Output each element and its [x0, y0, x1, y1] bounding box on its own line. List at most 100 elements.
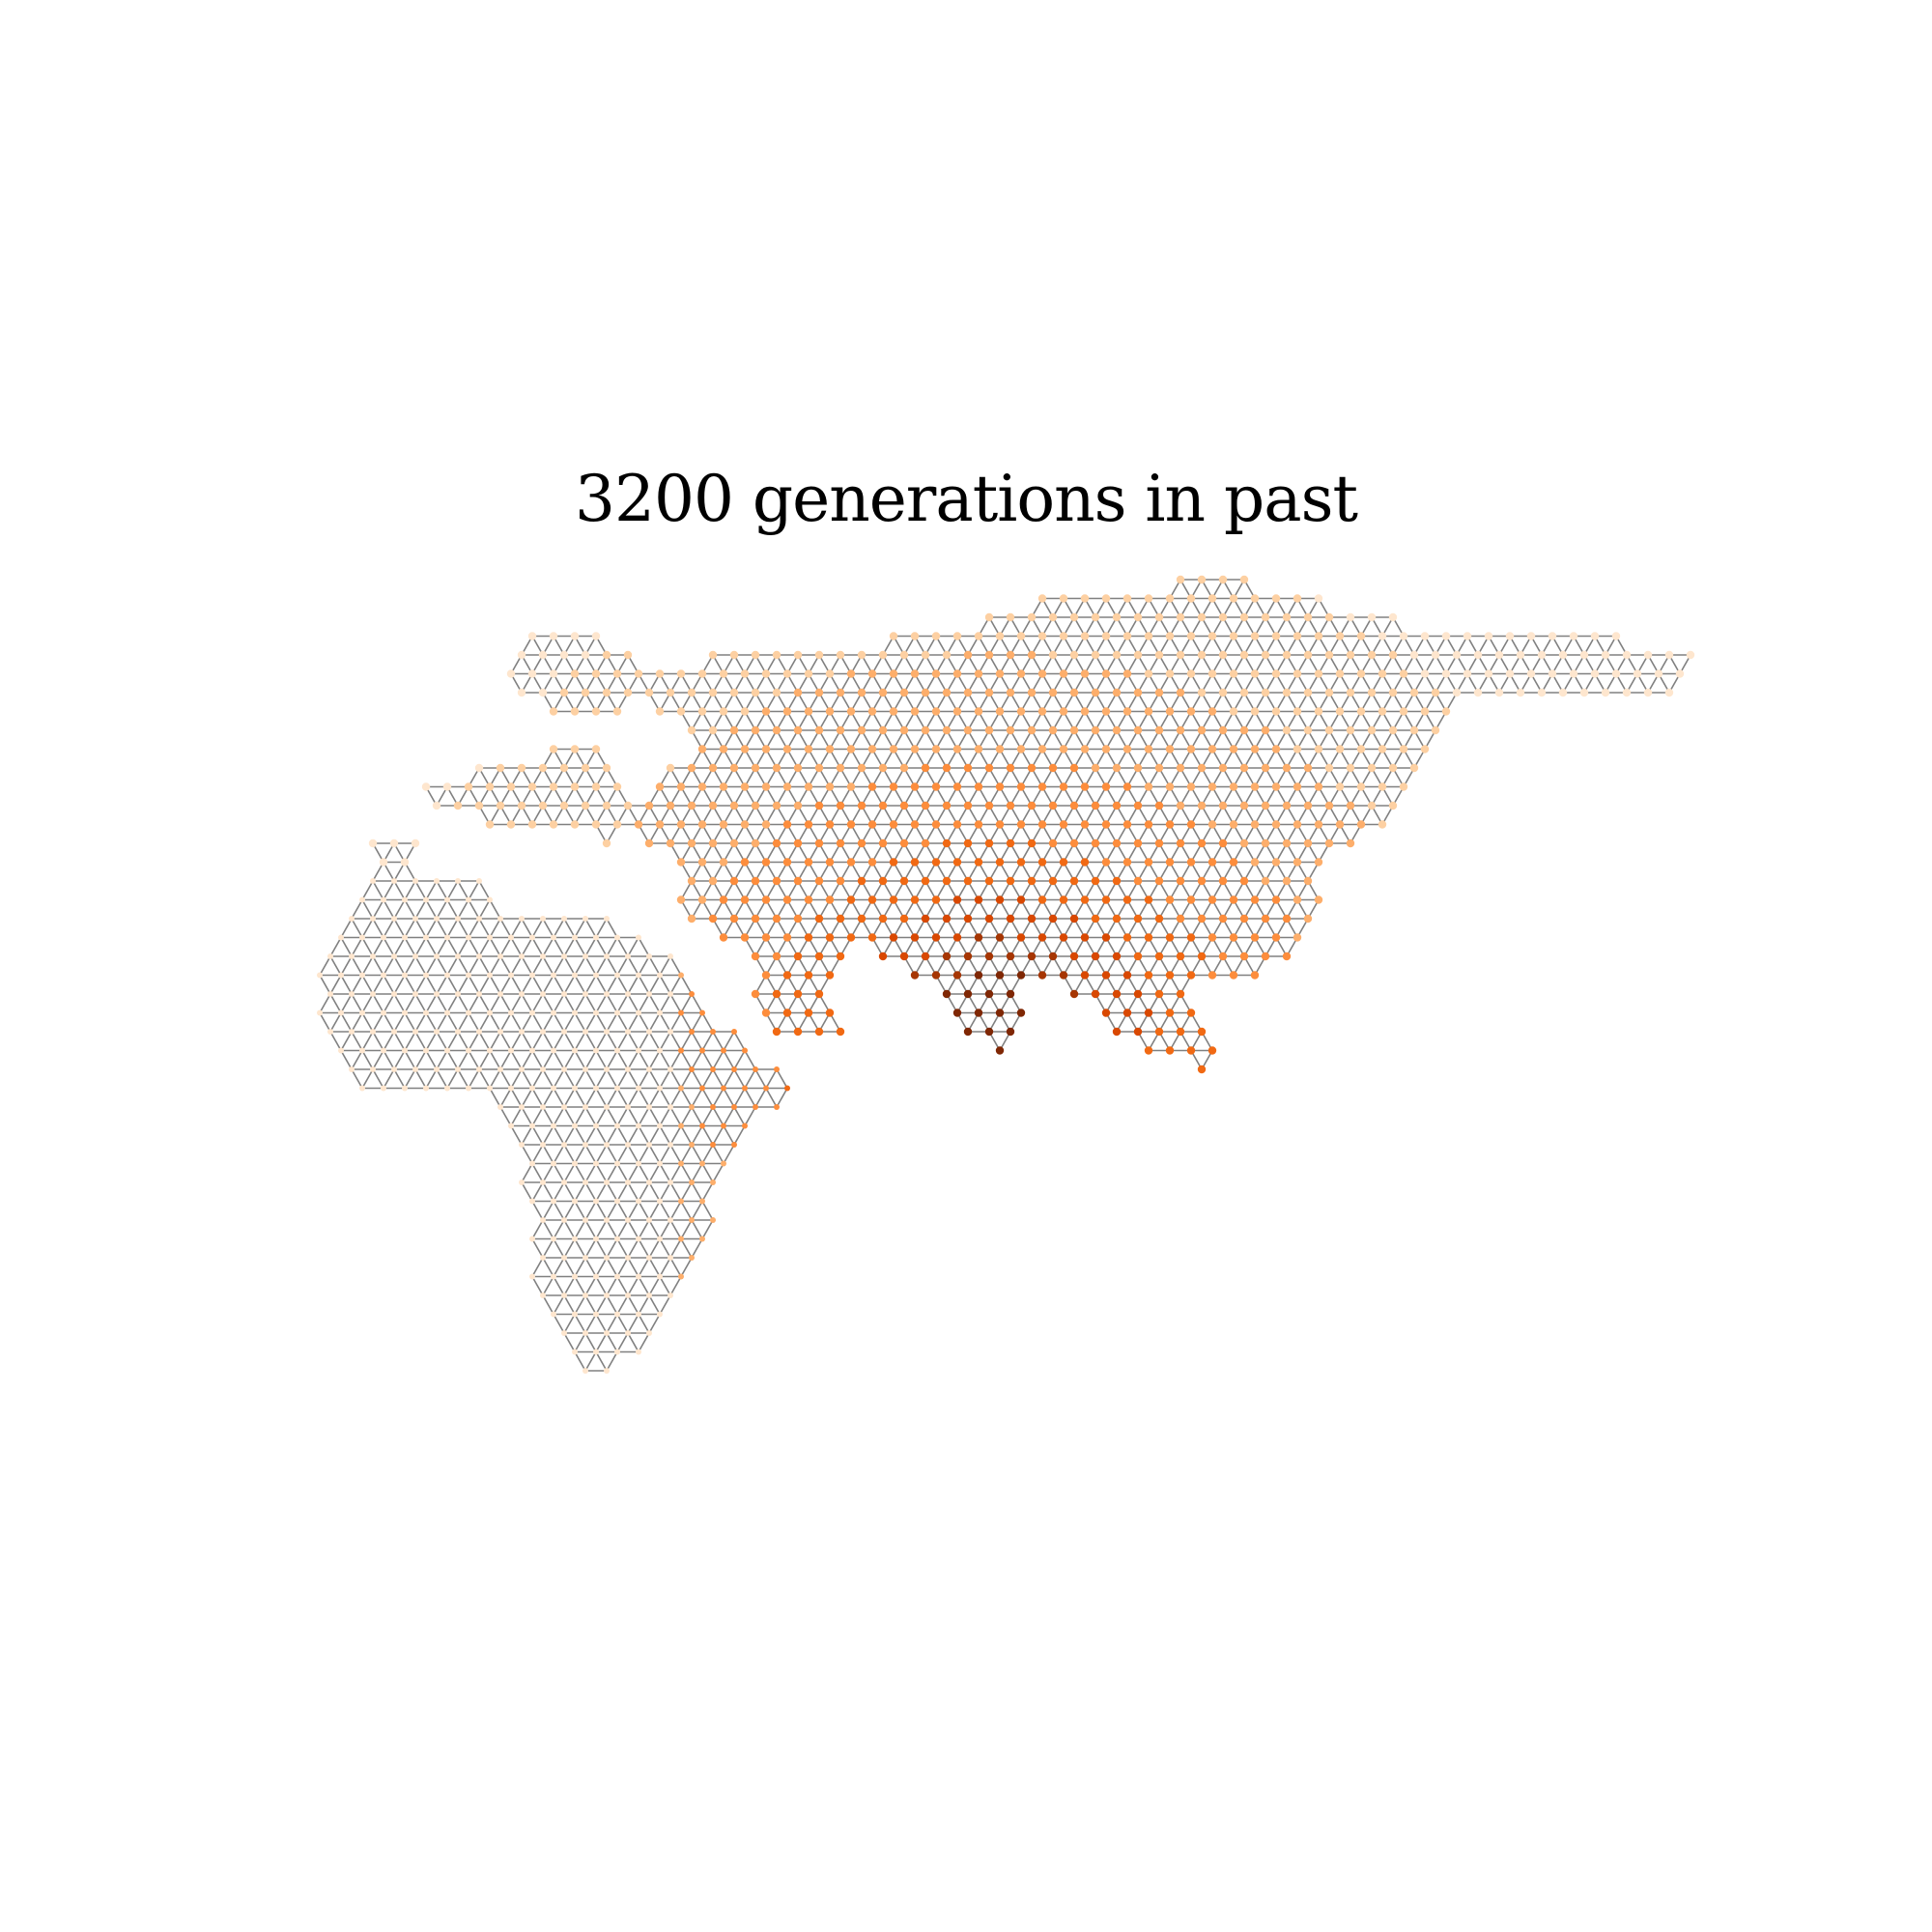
- deme-node: [1229, 707, 1238, 716]
- deme-node: [412, 1066, 418, 1072]
- deme-edge: [351, 1012, 363, 1033]
- deme-edge: [616, 993, 629, 1013]
- deme-edge: [404, 937, 416, 957]
- deme-node: [1239, 688, 1249, 697]
- deme-edge: [468, 899, 480, 920]
- deme-edge: [584, 1068, 597, 1089]
- deme-edge: [542, 1219, 554, 1239]
- deme-node: [1282, 725, 1292, 735]
- deme-node: [1271, 820, 1281, 829]
- deme-node: [729, 763, 739, 773]
- deme-edge: [372, 1068, 384, 1089]
- deme-edge: [372, 993, 384, 1013]
- deme-edge: [669, 1106, 682, 1126]
- deme-node: [551, 1236, 556, 1242]
- deme-node: [561, 1330, 567, 1336]
- deme-edge: [531, 1181, 544, 1202]
- deme-edge: [457, 918, 469, 938]
- deme-node: [878, 688, 888, 697]
- deme-edge: [468, 1050, 480, 1070]
- deme-node: [676, 669, 686, 678]
- deme-node: [476, 953, 482, 959]
- deme-node: [1218, 725, 1228, 735]
- deme-node: [559, 801, 569, 810]
- deme-node: [1643, 688, 1653, 697]
- deme-node: [1112, 989, 1122, 999]
- deme-edge: [669, 1068, 682, 1089]
- deme-node: [1558, 650, 1568, 660]
- deme-node: [349, 991, 355, 997]
- deme-node: [529, 1236, 535, 1242]
- deme-edge: [669, 1050, 682, 1070]
- deme-edge: [691, 1031, 703, 1051]
- deme-node: [370, 991, 376, 997]
- deme-node: [719, 858, 728, 867]
- deme-edge: [414, 937, 427, 957]
- deme-node: [952, 820, 962, 829]
- deme-edge: [553, 1050, 565, 1070]
- deme-node: [582, 916, 588, 922]
- deme-node: [549, 745, 558, 753]
- deme-node: [1431, 650, 1440, 660]
- deme-edge: [361, 955, 374, 976]
- deme-node: [1484, 669, 1493, 678]
- deme-node: [1420, 632, 1430, 640]
- deme-node: [846, 782, 856, 791]
- deme-node: [1664, 688, 1674, 697]
- deme-edge: [563, 1144, 576, 1164]
- deme-node: [910, 820, 920, 829]
- deme-node: [1441, 632, 1451, 640]
- deme-edge: [638, 1125, 650, 1146]
- deme-node: [921, 801, 930, 810]
- deme-node: [561, 953, 567, 959]
- deme-node: [1356, 632, 1366, 640]
- deme-node: [1367, 763, 1377, 773]
- deme-edge: [616, 1088, 629, 1108]
- deme-node: [1229, 594, 1238, 603]
- deme-node: [338, 1009, 344, 1016]
- deme-node: [612, 707, 622, 716]
- deme-edge: [648, 1314, 661, 1334]
- deme-node: [1261, 952, 1270, 961]
- deme-node: [593, 1047, 599, 1054]
- deme-node: [561, 1293, 567, 1298]
- deme-node: [1133, 952, 1143, 961]
- deme-node: [772, 688, 781, 697]
- deme-node: [1112, 914, 1122, 923]
- deme-node: [772, 725, 781, 735]
- deme-node: [931, 971, 941, 980]
- deme-node: [1208, 669, 1217, 678]
- deme-node: [1303, 688, 1313, 697]
- deme-node: [687, 876, 696, 886]
- deme-edge: [468, 955, 480, 976]
- deme-edge: [425, 918, 438, 938]
- deme-node: [1154, 989, 1164, 999]
- deme-edge: [659, 1088, 671, 1108]
- deme-edge: [521, 1068, 533, 1089]
- deme-node: [1133, 725, 1143, 735]
- deme-node: [572, 1349, 578, 1355]
- deme-node: [602, 801, 611, 810]
- deme-node: [846, 933, 856, 942]
- deme-node: [1526, 669, 1536, 678]
- deme-node: [804, 745, 813, 753]
- deme-node: [625, 1066, 631, 1072]
- deme-edge: [553, 975, 565, 995]
- deme-node: [1176, 763, 1185, 773]
- deme-node: [636, 1047, 641, 1054]
- deme-node: [1431, 688, 1440, 697]
- deme-node: [591, 745, 601, 753]
- deme-edge: [606, 975, 618, 995]
- deme-node: [657, 1236, 663, 1242]
- deme-node: [1027, 763, 1037, 773]
- deme-node: [1069, 838, 1079, 848]
- deme-node: [931, 632, 941, 640]
- deme-edge: [691, 1012, 703, 1033]
- deme-node: [1112, 612, 1122, 622]
- deme-node: [402, 972, 408, 979]
- deme-node: [1016, 971, 1026, 980]
- deme-edge: [680, 1125, 693, 1146]
- deme-edge: [542, 955, 554, 976]
- deme-edge: [499, 1068, 512, 1089]
- deme-edge: [329, 955, 342, 976]
